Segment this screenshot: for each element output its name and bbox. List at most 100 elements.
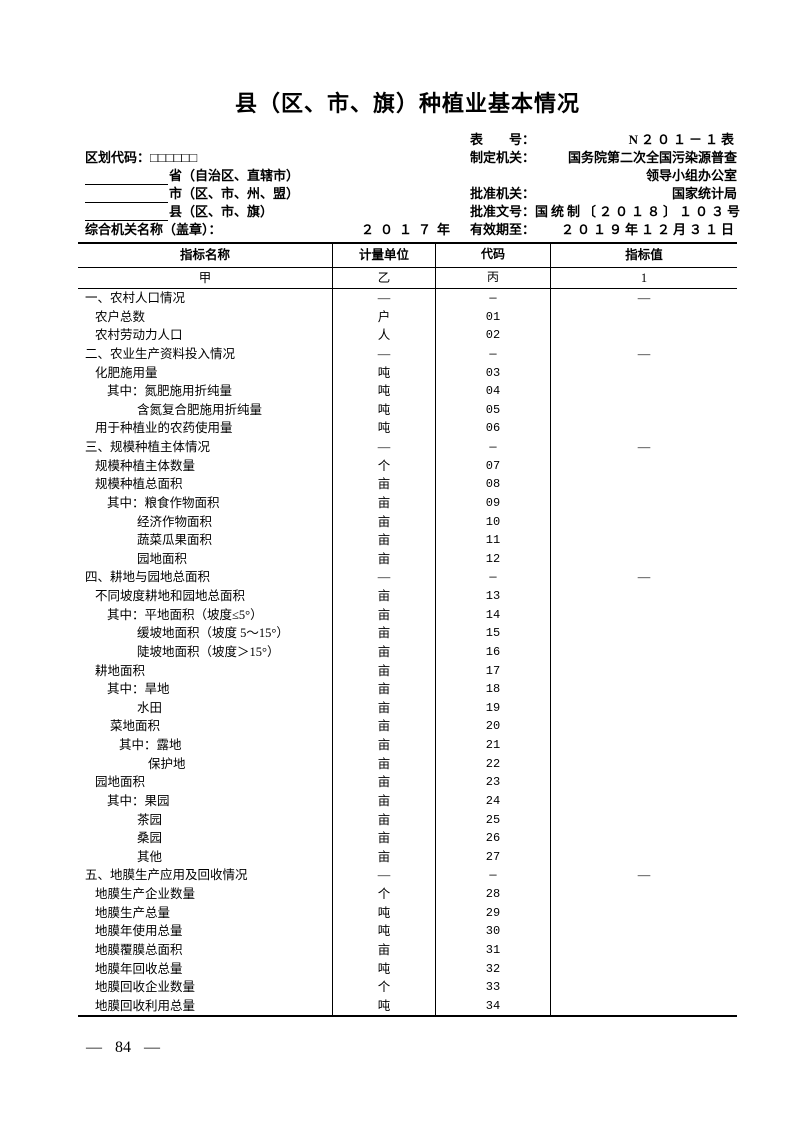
table-row: 茶园亩 25 — [78, 810, 737, 830]
indicator-name: 保护地 — [78, 754, 333, 774]
indicator-unit: — — [333, 289, 436, 308]
indicator-unit: — — [333, 344, 436, 364]
table-row: 其中：露地亩 21 — [78, 736, 737, 755]
indicator-unit: 亩 — [333, 531, 436, 550]
indicator-name: 一、农村人口情况 — [78, 289, 333, 308]
table-row: 农村劳动力人口人 02 — [78, 326, 737, 345]
indicator-value — [551, 662, 737, 681]
indicator-code: 31 — [436, 940, 551, 960]
table-body: 一、农村人口情况 — — — 农户总数户 01 农村劳动力人口人 02 二、农业生产资料投入情况… — [78, 289, 737, 1016]
indicator-name: 含氮复合肥施用折纯量 — [78, 400, 333, 420]
indicator-unit: — — [333, 866, 436, 885]
approver-value: 国家统计局 — [671, 186, 737, 201]
report-year: ２０１７年 — [360, 222, 456, 237]
table-row: 地膜生产企业数量个 28 — [78, 885, 737, 904]
indicator-value — [551, 885, 737, 904]
indicator-code: 18 — [436, 680, 551, 699]
indicator-code: 32 — [436, 959, 551, 979]
approver-label: 批准机关： — [470, 186, 536, 201]
indicator-code: 27 — [436, 847, 551, 867]
indicator-code: 04 — [436, 382, 551, 401]
maker-line2-group: 领导小组办公室 — [470, 167, 737, 185]
indicator-code: 28 — [436, 885, 551, 904]
table-row: 含氮复合肥施用折纯量吨 05 — [78, 400, 737, 420]
indicator-value — [551, 699, 737, 718]
indicator-unit: 亩 — [333, 736, 436, 755]
table-row: 蔬菜瓜果面积亩 11 — [78, 531, 737, 550]
indicator-code: 19 — [436, 698, 551, 718]
indicator-code: 20 — [436, 717, 551, 736]
indicator-unit: 个 — [333, 978, 436, 997]
table-row: 地膜年回收总量吨 32 — [78, 959, 737, 979]
indicator-code: 22 — [436, 754, 551, 774]
doc-no-value: 国统制〔２０１８〕１０３号 — [535, 204, 744, 219]
key-bing: 丙 — [436, 268, 551, 288]
indicator-code: 11 — [436, 531, 551, 550]
indicator-value: — — [637, 291, 651, 305]
indicator-unit: 亩 — [333, 773, 436, 792]
indicator-code: 17 — [436, 661, 551, 681]
maker-label: 制定机关： — [470, 150, 536, 165]
indicator-name: 化肥施用量 — [78, 363, 333, 383]
indicator-code: 02 — [436, 326, 551, 345]
table-row: 地膜回收利用总量吨 34 — [78, 996, 737, 1016]
indicator-unit: 人 — [333, 326, 436, 345]
footer-dash-left: — — [86, 1039, 102, 1056]
indicator-name: 园地面积 — [78, 549, 333, 569]
key-one: 1 — [640, 271, 648, 285]
table-row: 园地面积亩 23 — [78, 773, 737, 792]
indicator-unit: 个 — [333, 456, 436, 476]
indicator-value — [551, 550, 737, 569]
indicator-name: 经济作物面积 — [78, 512, 333, 532]
indicator-value — [551, 997, 737, 1016]
indicator-unit: 吨 — [333, 996, 436, 1016]
indicator-code: 25 — [436, 810, 551, 830]
indicator-code: 26 — [436, 829, 551, 848]
indicator-value — [551, 792, 737, 811]
header-row-form-no: 表 号： N２０１－１表 — [78, 131, 737, 149]
indicator-code: 30 — [436, 922, 551, 941]
indicator-code: 29 — [436, 903, 551, 923]
table-row: 其中：平地面积（坡度≤5°）亩 14 — [78, 605, 737, 625]
page-number: 84 — [115, 1039, 131, 1056]
org-line: 综合机关名称（盖章）： ２０１７年 — [78, 221, 470, 239]
indicator-code: 33 — [436, 978, 551, 997]
valid-value: ２０１９年１２月３１日 — [560, 222, 737, 237]
indicator-name: 地膜回收企业数量 — [78, 978, 333, 997]
indicator-code: — — [436, 438, 551, 457]
indicator-value — [551, 755, 737, 774]
section-row: 五、地膜生产应用及回收情况 — — — — [78, 866, 737, 885]
indicator-value: — — [637, 868, 651, 883]
city-suffix: 市（区、市、州、盟） — [169, 186, 300, 201]
table-row: 水田亩 19 — [78, 698, 737, 718]
table-row: 地膜回收企业数量个 33 — [78, 978, 737, 997]
doc-no-group: 批准文号： 国统制〔２０１８〕１０３号 — [470, 203, 740, 221]
table-row: 地膜年使用总量吨 30 — [78, 922, 737, 941]
indicator-code: 13 — [436, 587, 551, 606]
indicator-code: — — [436, 344, 551, 364]
table-row: 其中：粮食作物面积亩 09 — [78, 493, 737, 513]
city-blank-line — [85, 190, 168, 203]
indicator-unit: — — [333, 438, 436, 457]
indicator-unit: 亩 — [333, 587, 436, 606]
indicator-name: 地膜年回收总量 — [78, 959, 333, 979]
table-row: 桑园亩 26 — [78, 829, 737, 848]
indicator-unit: 亩 — [333, 847, 436, 867]
header-row-province: 省（自治区、直辖市） 领导小组办公室 — [78, 167, 737, 185]
indicator-code: 03 — [436, 363, 551, 383]
table-row: 其他亩 27 — [78, 847, 737, 867]
table-row: 化肥施用量吨 03 — [78, 363, 737, 383]
valid-group: 有效期至： ２０１９年１２月３１日 — [470, 221, 737, 239]
indicator-name: 水田 — [78, 698, 333, 718]
indicator-unit: — — [333, 568, 436, 587]
indicator-unit: 吨 — [333, 922, 436, 941]
indicator-value — [551, 848, 737, 867]
indicator-name: 其中：果园 — [78, 791, 333, 811]
indicator-value — [551, 531, 737, 550]
indicator-unit: 吨 — [333, 419, 436, 438]
indicator-unit: 亩 — [333, 791, 436, 811]
indicator-name: 耕地面积 — [78, 661, 333, 681]
indicator-name: 菜地面积 — [78, 717, 333, 736]
indicator-unit: 亩 — [333, 754, 436, 774]
indicator-code: 23 — [436, 773, 551, 792]
